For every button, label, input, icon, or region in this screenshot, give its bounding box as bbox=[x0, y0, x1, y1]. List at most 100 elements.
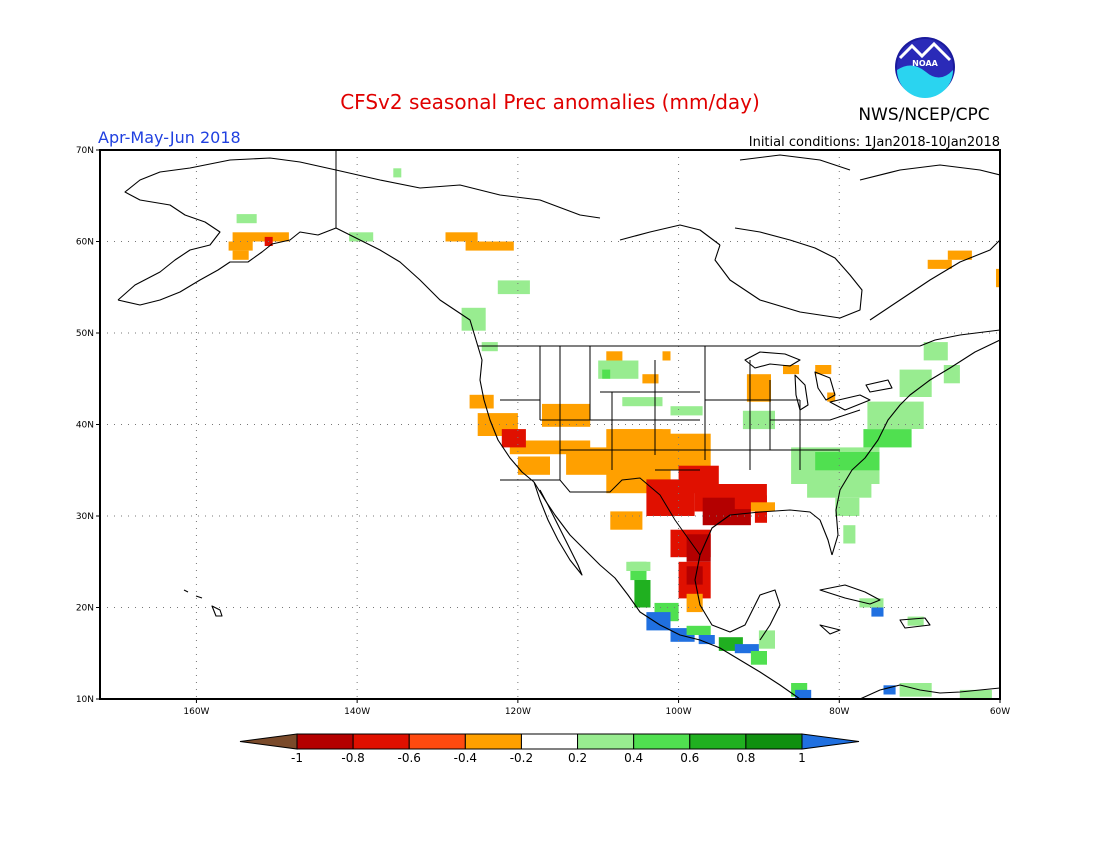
lon-tick-label: 120W bbox=[505, 707, 531, 717]
colorbar-segment bbox=[689, 733, 747, 750]
lat-tick-label: 50N bbox=[76, 329, 94, 339]
anomaly-cell-wet-light bbox=[758, 630, 775, 649]
lat-tick-label: 70N bbox=[76, 146, 94, 156]
noaa-logo-text: NOAA bbox=[912, 59, 938, 68]
colorbar-segment bbox=[577, 733, 635, 750]
anomaly-cell-wet-light bbox=[835, 497, 860, 516]
lat-tick-label: 10N bbox=[76, 695, 94, 705]
anomaly-cell-dry-light bbox=[746, 374, 771, 402]
colorbar-segment bbox=[520, 733, 579, 750]
anomaly-cell-wet-light bbox=[943, 365, 960, 384]
colorbar-label: 0.8 bbox=[736, 751, 755, 765]
colorbar-label: -0.4 bbox=[454, 751, 477, 765]
precip-anomaly-map bbox=[100, 150, 1000, 699]
anomaly-cell-wet-light bbox=[622, 397, 663, 407]
anomaly-cell-wet-medium bbox=[686, 625, 711, 635]
anomaly-cell-dry-light bbox=[750, 502, 775, 512]
colorbar-segment bbox=[352, 733, 410, 750]
anomaly-cell-wet-light bbox=[461, 307, 486, 331]
colorbar-label: -0.6 bbox=[398, 751, 421, 765]
anomaly-cell-dry-strong bbox=[686, 566, 703, 585]
anomaly-cell-wet-light bbox=[236, 214, 257, 224]
anomaly-cell-dry-light bbox=[606, 351, 623, 361]
anomaly-cell-dry-medium bbox=[501, 429, 526, 448]
anomaly-cell-wet-light bbox=[497, 280, 530, 295]
anomaly-cell-dry-light bbox=[445, 232, 478, 242]
anomaly-cell-dry-light bbox=[517, 456, 550, 475]
lon-tick-label: 60W bbox=[990, 707, 1010, 717]
anomaly-cell-dry-light bbox=[228, 241, 253, 251]
anomaly-cell-dry-light bbox=[927, 259, 952, 269]
axis-ticks: 160W 140W 120W 100W 80W 60W 70N 60N 50N 40N 30N 20N… bbox=[76, 146, 1010, 717]
anomaly-cell-dry-light bbox=[610, 511, 643, 530]
anomaly-cell-dry-light bbox=[469, 394, 494, 409]
anomaly-cell-dry-light bbox=[815, 365, 832, 375]
anomaly-cell-wet-medium bbox=[863, 429, 912, 448]
anomaly-cell-wet-strong bbox=[634, 580, 651, 608]
colorbar-label: -0.2 bbox=[510, 751, 533, 765]
anomaly-cell-dry-light bbox=[686, 593, 703, 613]
anomaly-cell-extreme-wet bbox=[734, 644, 759, 654]
anomaly-cell-dry-light bbox=[542, 403, 591, 427]
colorbar-label: 0.6 bbox=[680, 751, 699, 765]
chart-title: CFSv2 seasonal Prec anomalies (mm/day) bbox=[340, 90, 760, 114]
colorbar-segment bbox=[296, 733, 354, 750]
lon-tick-label: 160W bbox=[183, 707, 209, 717]
anomaly-cell-wet-light bbox=[907, 616, 924, 626]
anomaly-cell-wet-light bbox=[899, 683, 932, 697]
lat-tick-label: 60N bbox=[76, 238, 94, 248]
colorbar: -1 -0.8 -0.6 -0.4 -0.2 0.2 0.4 0.6 0.8 1 bbox=[239, 733, 860, 765]
anomaly-cell-wet-light bbox=[349, 232, 374, 242]
initial-conditions-label: Initial conditions: 1Jan2018-10Jan2018 bbox=[749, 135, 1000, 150]
lat-tick-label: 30N bbox=[76, 512, 94, 522]
colorbar-segment bbox=[408, 733, 466, 750]
lat-lon-grid bbox=[100, 150, 1000, 699]
anomaly-cell-extreme-wet bbox=[871, 607, 884, 617]
noaa-logo: NOAA bbox=[895, 37, 955, 98]
lon-tick-label: 140W bbox=[344, 707, 370, 717]
anomaly-cell-wet-light bbox=[670, 406, 703, 416]
anomaly-cell-wet-light bbox=[742, 410, 775, 430]
political-borders bbox=[335, 150, 1000, 556]
lon-tick-label: 100W bbox=[666, 707, 692, 717]
anomaly-cell-wet-light bbox=[899, 369, 932, 397]
anomaly-cell-wet-light bbox=[959, 689, 992, 699]
coastlines bbox=[117, 154, 1000, 699]
anomaly-cell-dry-light bbox=[783, 365, 800, 375]
anomaly-cell-wet-light bbox=[843, 525, 856, 544]
anomaly-cell-wet-light bbox=[626, 561, 651, 571]
anomaly-cell-wet-light bbox=[481, 342, 498, 352]
anomaly-cells bbox=[228, 168, 1000, 699]
anomaly-cell-wet-light bbox=[393, 168, 402, 178]
anomaly-cell-wet-medium bbox=[602, 369, 611, 379]
anomaly-cell-wet-light bbox=[867, 401, 924, 429]
anomaly-cell-extreme-wet bbox=[883, 685, 896, 695]
lat-tick-label: 20N bbox=[76, 604, 94, 614]
colorbar-label: -0.8 bbox=[341, 751, 364, 765]
colorbar-segment bbox=[745, 733, 803, 750]
anomaly-cell-dry-light bbox=[642, 374, 659, 384]
anomaly-cell-dry-light bbox=[232, 232, 289, 242]
anomaly-cell-extreme-wet bbox=[795, 689, 812, 699]
colorbar-label: 0.2 bbox=[568, 751, 587, 765]
anomaly-cell-wet-medium bbox=[750, 651, 767, 665]
colorbar-label: -1 bbox=[291, 751, 303, 765]
anomaly-cell-dry-light bbox=[232, 250, 249, 260]
anomaly-cell-dry-light bbox=[996, 268, 1000, 288]
anomaly-cell-extreme-wet bbox=[698, 635, 715, 645]
anomaly-cell-wet-medium bbox=[815, 452, 880, 471]
colorbar-label: 1 bbox=[798, 751, 806, 765]
anomaly-cell-wet-light bbox=[923, 342, 948, 361]
anomaly-cell-wet-light bbox=[807, 479, 872, 498]
season-label: Apr-May-Jun 2018 bbox=[98, 128, 241, 147]
colorbar-label: 0.4 bbox=[624, 751, 643, 765]
anomaly-cell-dry-light bbox=[670, 433, 711, 471]
anomaly-cell-extreme-wet bbox=[646, 612, 671, 631]
colorbar-segment bbox=[464, 733, 522, 750]
colorbar-arrow-low bbox=[239, 733, 298, 750]
colorbar-arrow-high bbox=[801, 733, 860, 750]
anomaly-cell-dry-light bbox=[465, 241, 514, 251]
anomaly-cell-dry-light bbox=[947, 250, 972, 260]
anomaly-cell-dry-light bbox=[662, 351, 671, 361]
